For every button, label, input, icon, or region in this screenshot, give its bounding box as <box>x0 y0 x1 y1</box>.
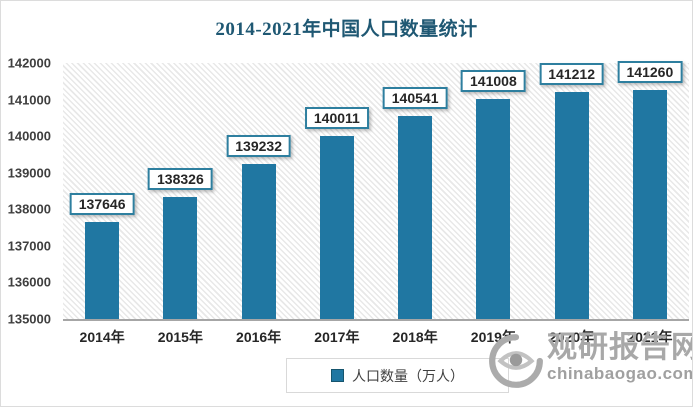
bar-cell: 138326 <box>141 63 219 319</box>
y-axis: 142000 141000 140000 139000 138000 137000 1360… <box>1 56 57 327</box>
x-axis-label: 2017年 <box>314 329 360 345</box>
x-axis: 2014年 2015年 2016年 2017年 2018年 2019年 2020年 2021年 <box>63 327 689 347</box>
bar-2019年 <box>476 99 511 319</box>
x-axis-label: 2016年 <box>236 329 282 345</box>
y-tick-label: 137000 <box>7 238 51 254</box>
legend: 人口数量（万人） <box>286 358 509 393</box>
chart-title: 2014-2021年中国人口数量统计 <box>215 19 478 40</box>
bar-2017年 <box>319 135 354 319</box>
bar-value-label: 139232 <box>226 135 291 158</box>
x-axis-label: 2020年 <box>549 329 595 345</box>
watermark-domain: chinabaogao.com <box>547 363 693 383</box>
x-axis-label: 2015年 <box>157 329 203 345</box>
bar-value-label: 137646 <box>69 193 135 216</box>
y-tick-label: 136000 <box>7 274 51 290</box>
x-axis-label: 2021年 <box>627 329 673 345</box>
bar-cell: 141260 <box>611 61 689 319</box>
bar-cell: 137646 <box>63 63 141 319</box>
bar-cell: 141212 <box>533 62 611 319</box>
bar-value-label: 140011 <box>304 106 369 129</box>
bar-cell: 140011 <box>298 63 376 319</box>
x-axis-label: 2018年 <box>392 329 438 345</box>
x-axis-label: 2019年 <box>470 329 516 345</box>
bar-2015年 <box>163 197 198 319</box>
bar-2016年 <box>241 164 276 319</box>
bar-2014年 <box>85 222 120 319</box>
bar-value-label: 141260 <box>617 61 683 84</box>
legend-marker-icon <box>331 369 344 382</box>
bar-value-label: 138326 <box>148 168 213 191</box>
bars: 137646 138326 139232 140011 140541 141008 1412… <box>63 61 689 319</box>
legend-label: 人口数量（万人） <box>352 367 464 384</box>
y-tick-label: 138000 <box>7 201 51 217</box>
y-tick-label: 142000 <box>7 55 51 71</box>
bar-cell: 141008 <box>454 63 532 319</box>
y-tick-label: 140000 <box>7 128 51 144</box>
y-tick-label: 141000 <box>7 92 51 108</box>
bar-value-label: 140541 <box>382 87 448 110</box>
bar-2021年 <box>632 90 667 319</box>
y-tick-label: 139000 <box>7 165 51 181</box>
bar-value-label: 141008 <box>461 70 526 93</box>
plot-area: 137646 138326 139232 140011 140541 141008 1412… <box>63 61 689 321</box>
bar-cell: 140541 <box>376 63 454 319</box>
x-axis-label: 2014年 <box>79 329 125 345</box>
bar-2018年 <box>398 116 433 319</box>
y-tick-label: 135000 <box>7 311 51 327</box>
bar-cell: 139232 <box>220 63 298 319</box>
bar-value-label: 141212 <box>539 62 604 85</box>
bar-2020年 <box>554 91 589 319</box>
